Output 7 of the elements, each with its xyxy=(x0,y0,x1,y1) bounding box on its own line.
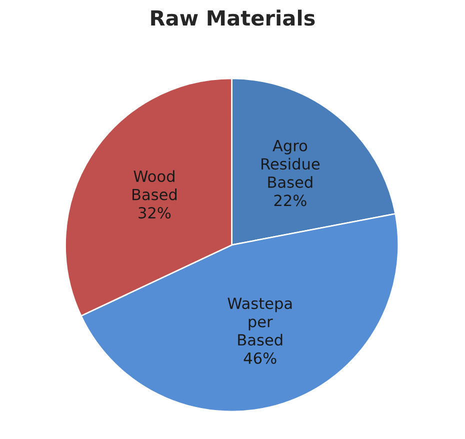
data-label: 32% xyxy=(138,207,171,219)
data-label: 22% xyxy=(274,194,306,206)
chart-title: Raw Materials xyxy=(151,10,315,26)
data-label: 46% xyxy=(244,352,276,364)
slice-label: Wood Based xyxy=(132,170,177,200)
slice-label: Agro Residue Based xyxy=(262,140,320,188)
slice-label: Wastepa per Based xyxy=(228,298,292,346)
